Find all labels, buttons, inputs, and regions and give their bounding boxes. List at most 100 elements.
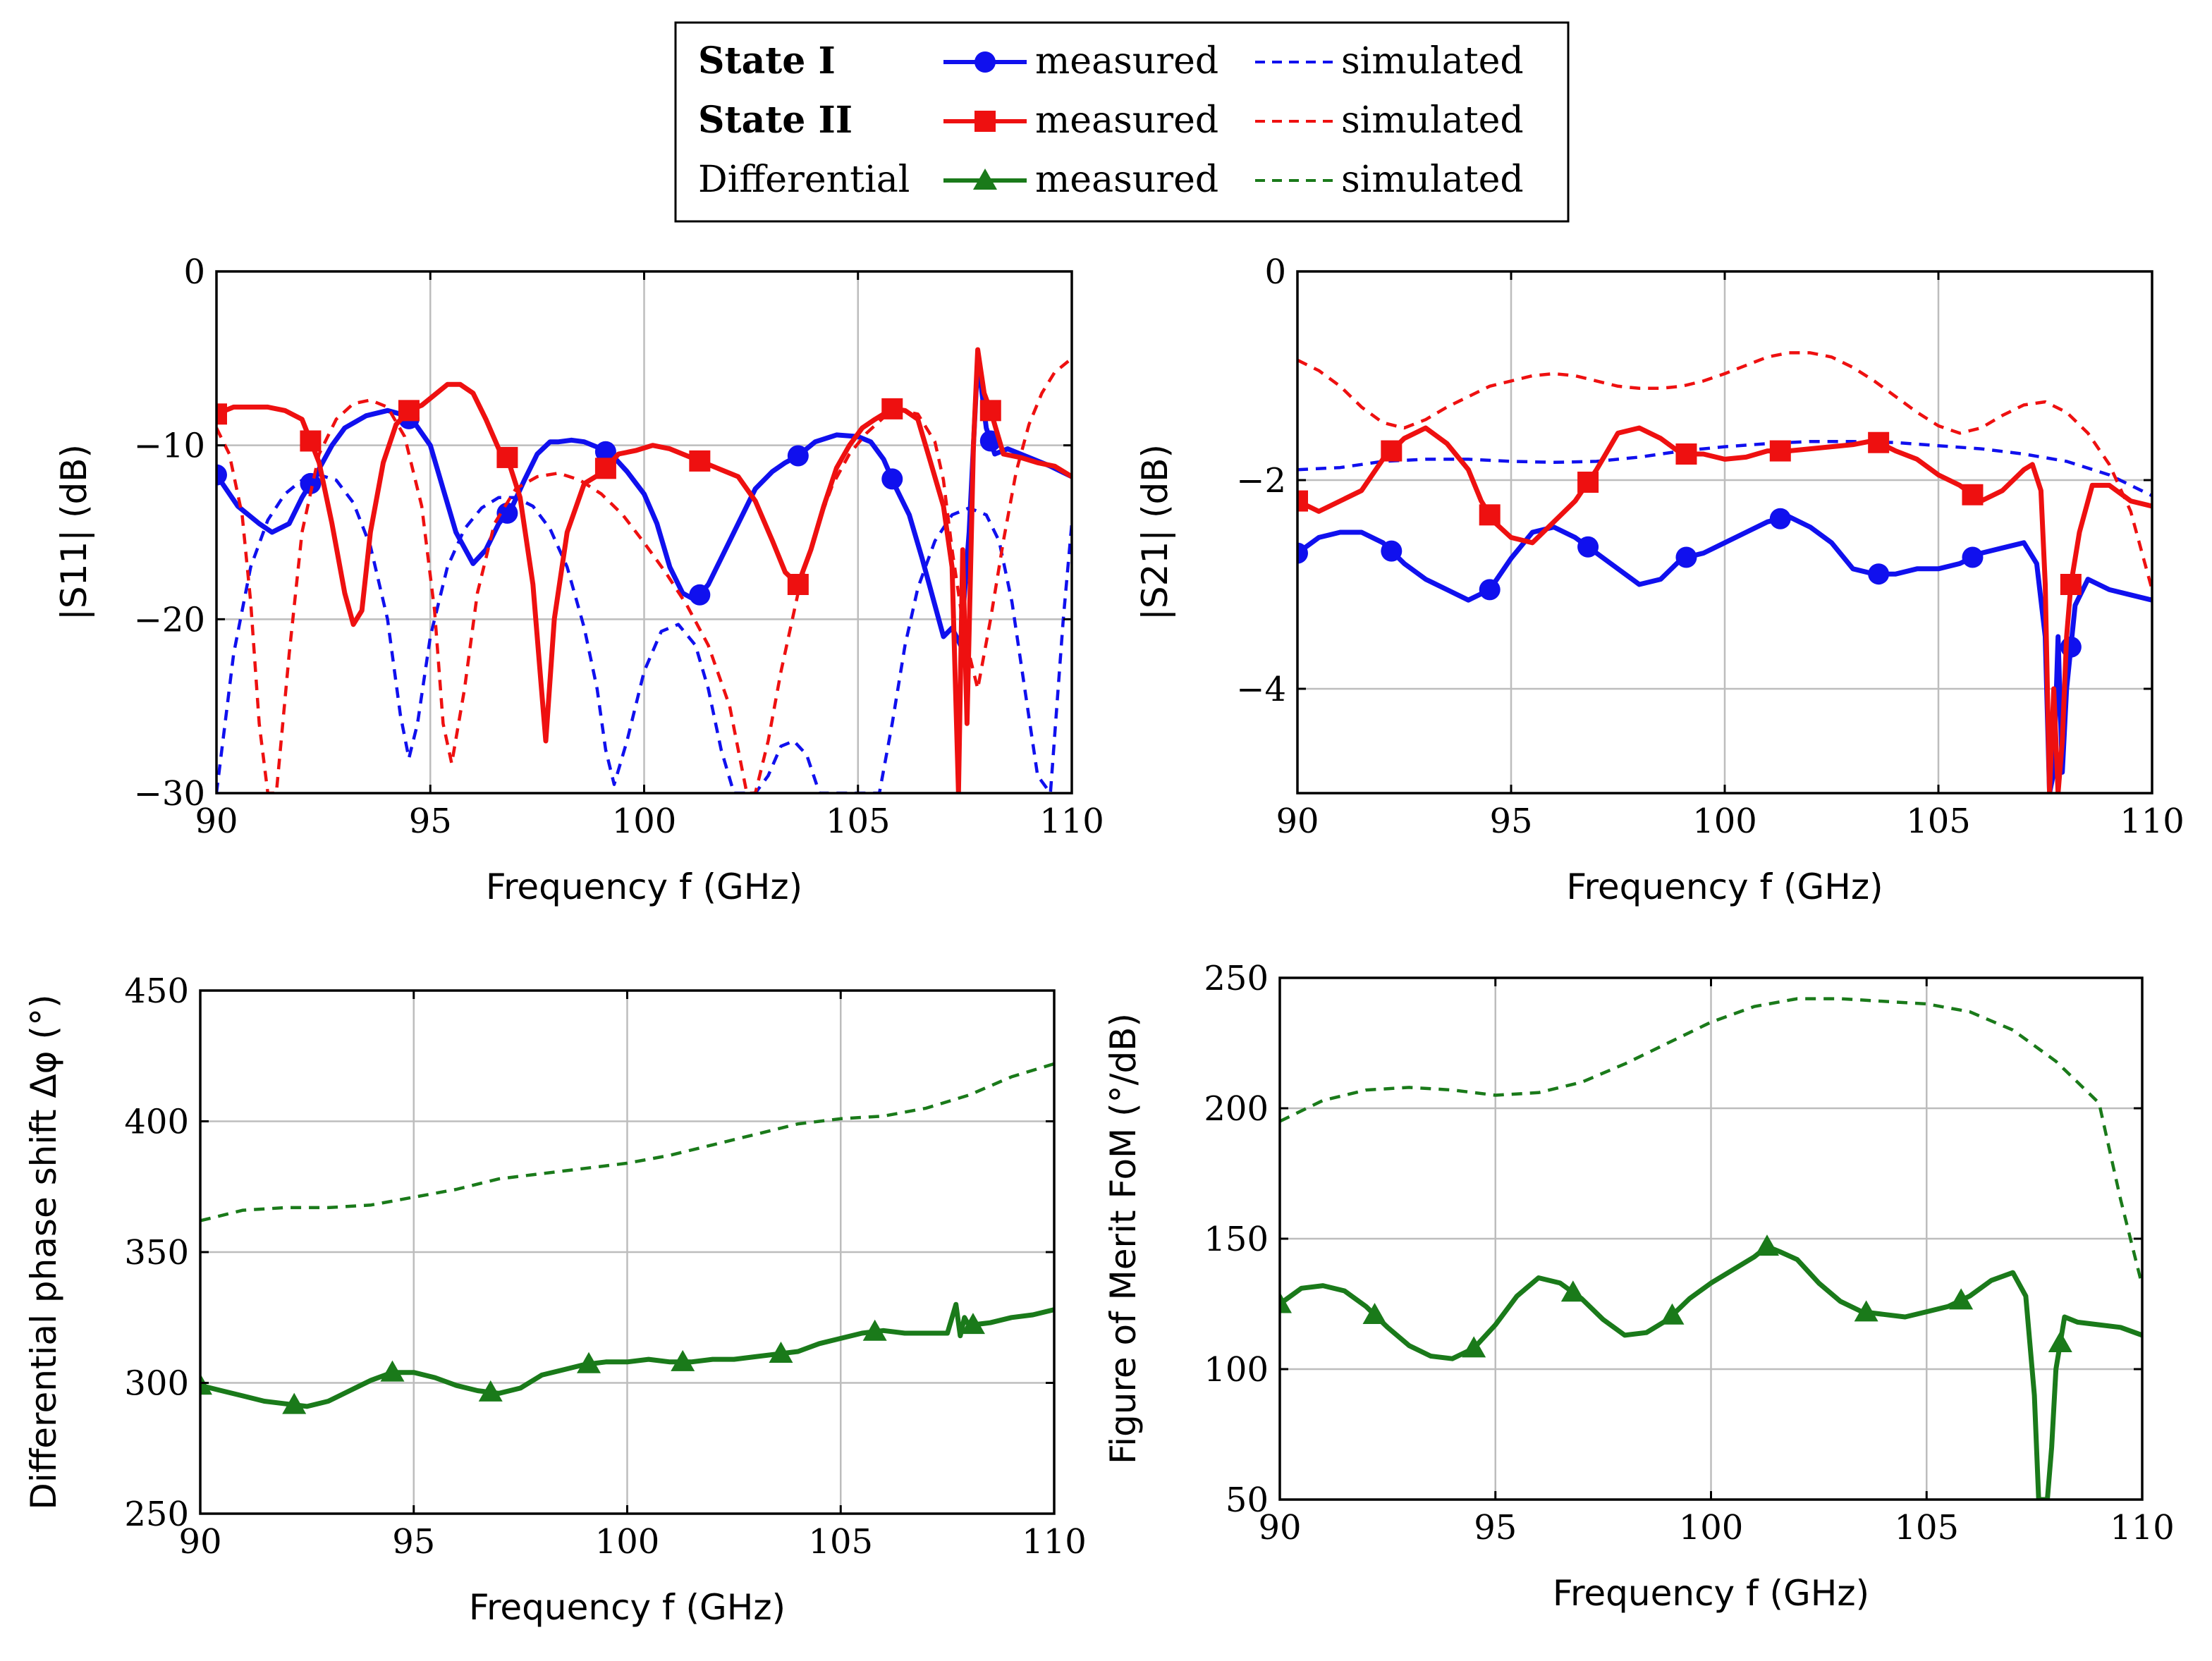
s11-xtick-label-3: 105 (826, 802, 891, 841)
legend-measured-text-0: measured (1035, 40, 1218, 82)
phase-series-0-marker-6 (769, 1341, 793, 1363)
s21-series-0-marker-6 (1868, 563, 1890, 585)
s11-series-2-marker-1 (300, 430, 322, 452)
s11-xtick-label-4: 110 (1039, 802, 1104, 841)
phase-xtick-label-2: 100 (595, 1522, 660, 1562)
phase-xtick-label-0: 90 (178, 1522, 221, 1562)
phase-xtick-label-3: 105 (808, 1522, 873, 1562)
fom-series-0-marker-8 (2048, 1331, 2072, 1352)
s21-series-2 (1297, 425, 2152, 793)
phase-series-0 (200, 1301, 1054, 1409)
s21-series-3 (1297, 351, 2152, 590)
s11-series-2-marker-5 (689, 450, 711, 472)
phase-series-0-marker-8 (960, 1313, 985, 1335)
fom-series-0-marker-7 (1949, 1288, 1974, 1310)
s21-series-0-marker-7 (1962, 546, 1984, 568)
legend-label-1: State II (698, 99, 853, 142)
s11-series-0-marker-0 (216, 464, 227, 486)
s11-plot-area (216, 347, 1072, 793)
s11-ytick-label-0: 0 (183, 252, 205, 292)
fom-xtick-label-1: 95 (1474, 1508, 1517, 1547)
s11-series-2-marker-4 (594, 458, 616, 479)
phase-series-0-marker-3 (478, 1380, 503, 1402)
s11-series-2-marker-0 (216, 403, 227, 425)
fom-ytick-label-3: 200 (1204, 1089, 1269, 1129)
phase-xtick-label-4: 110 (1022, 1522, 1087, 1562)
s21-series-2-marker-4 (1675, 443, 1697, 465)
s21-series-2-marker-3 (1577, 471, 1599, 493)
fom-series-0-marker-6 (1854, 1300, 1878, 1322)
fom-ytick-label-2: 150 (1204, 1220, 1269, 1259)
s21-xtick-label-1: 95 (1489, 802, 1532, 841)
phase-shift-chart: 90 95 100 105 110 250 300 350 400 450 Frequency f … (23, 972, 1087, 1628)
legend-simulated-text-0: simulated (1341, 40, 1524, 82)
fom-series-0-marker-1 (1362, 1303, 1387, 1325)
s21-series-2-marker-5 (1769, 440, 1791, 462)
phase-ytick-label-2: 350 (124, 1233, 189, 1273)
s21-series-0-marker-5 (1769, 508, 1791, 529)
phase-series-0-marker-5 (671, 1349, 695, 1371)
s11-yaxis-title: |S11| (dB) (54, 444, 94, 620)
legend: State I measured simulated State II measured… (674, 21, 1570, 223)
s11-series-1 (216, 473, 1072, 793)
phase-xtick-label-1: 95 (392, 1522, 435, 1562)
legend-marker-2 (973, 168, 997, 190)
s21-xtick-label-3: 105 (1906, 802, 1971, 841)
fom-plot-area (1280, 997, 2142, 1500)
s11-series-0-marker-5 (689, 584, 711, 606)
s11-series-0-marker-7 (881, 468, 903, 490)
s21-xtick-label-0: 90 (1276, 802, 1319, 841)
s11-series-0-marker-3 (496, 502, 518, 524)
s11-series-3 (216, 357, 1072, 793)
s21-xtick-label-2: 100 (1692, 802, 1757, 841)
s21-series-2-marker-1 (1381, 440, 1403, 462)
legend-simulated-text-1: simulated (1341, 99, 1524, 142)
fom-series-0-marker-4 (1660, 1303, 1685, 1325)
s11-series-2-marker-2 (398, 400, 420, 422)
fom-xaxis-title: Frequency f (GHz) (1553, 1573, 1869, 1614)
phase-series-0-marker-2 (380, 1360, 405, 1382)
s11-series-2-marker-3 (496, 446, 518, 468)
phase-ytick-label-1: 300 (124, 1364, 189, 1404)
fom-series-1 (1280, 997, 2142, 1287)
s11-xtick-label-0: 90 (195, 802, 238, 841)
phase-plot-area (200, 1062, 1054, 1414)
s21-series-2-marker-8 (2060, 574, 2082, 595)
s11-series-0-marker-4 (594, 441, 616, 462)
fom-xtick-label-2: 100 (1679, 1508, 1744, 1547)
s11-chart: 90 95 100 105 110 0 −10 −20 −30 Frequency f (GHz)… (54, 252, 1104, 907)
s11-xaxis-title: Frequency f (GHz) (486, 866, 802, 907)
s11-series-0-marker-6 (787, 445, 809, 467)
s21-series-2-marker-2 (1479, 504, 1501, 526)
s11-ytick-label-3: −30 (134, 774, 205, 814)
legend-marker-0 (974, 51, 996, 73)
s11-series-2-marker-8 (979, 400, 1001, 422)
s11-ytick-label-1: −10 (134, 427, 205, 466)
s21-series-0-marker-3 (1577, 536, 1599, 558)
fom-xtick-label-3: 105 (1894, 1508, 1959, 1547)
s21-series-0-marker-2 (1479, 579, 1501, 601)
phase-xaxis-title: Frequency f (GHz) (469, 1587, 786, 1628)
legend-marker-1 (974, 111, 996, 132)
s21-xtick-label-4: 110 (2120, 802, 2184, 841)
fom-xtick-label-0: 90 (1258, 1508, 1301, 1547)
s21-yaxis-title: |S21| (dB) (1135, 444, 1175, 620)
s11-xtick-label-1: 95 (409, 802, 452, 841)
legend-label-2: Differential (698, 159, 910, 201)
fom-series-0-marker-0 (1280, 1292, 1292, 1313)
fom-ytick-label-4: 250 (1204, 959, 1269, 998)
s21-series-1 (1297, 439, 2152, 498)
s21-series-2-marker-6 (1868, 431, 1890, 453)
phase-yaxis-title: Differential phase shift Δφ (°) (23, 994, 64, 1509)
s21-chart: 90 95 100 105 110 0 −2 −4 Frequency f (GHz) |S21|… (1135, 252, 2184, 907)
legend-measured-text-2: measured (1035, 159, 1218, 201)
phase-ytick-label-4: 450 (124, 972, 189, 1011)
phase-ytick-label-0: 250 (124, 1495, 189, 1534)
fom-series-0-marker-5 (1754, 1234, 1779, 1256)
phase-series-0-marker-4 (577, 1352, 601, 1373)
s11-series-2 (216, 347, 1072, 793)
fom-xtick-label-4: 110 (2110, 1508, 2175, 1547)
fom-ytick-label-1: 100 (1204, 1350, 1269, 1390)
s21-ytick-label-2: −4 (1236, 670, 1286, 709)
